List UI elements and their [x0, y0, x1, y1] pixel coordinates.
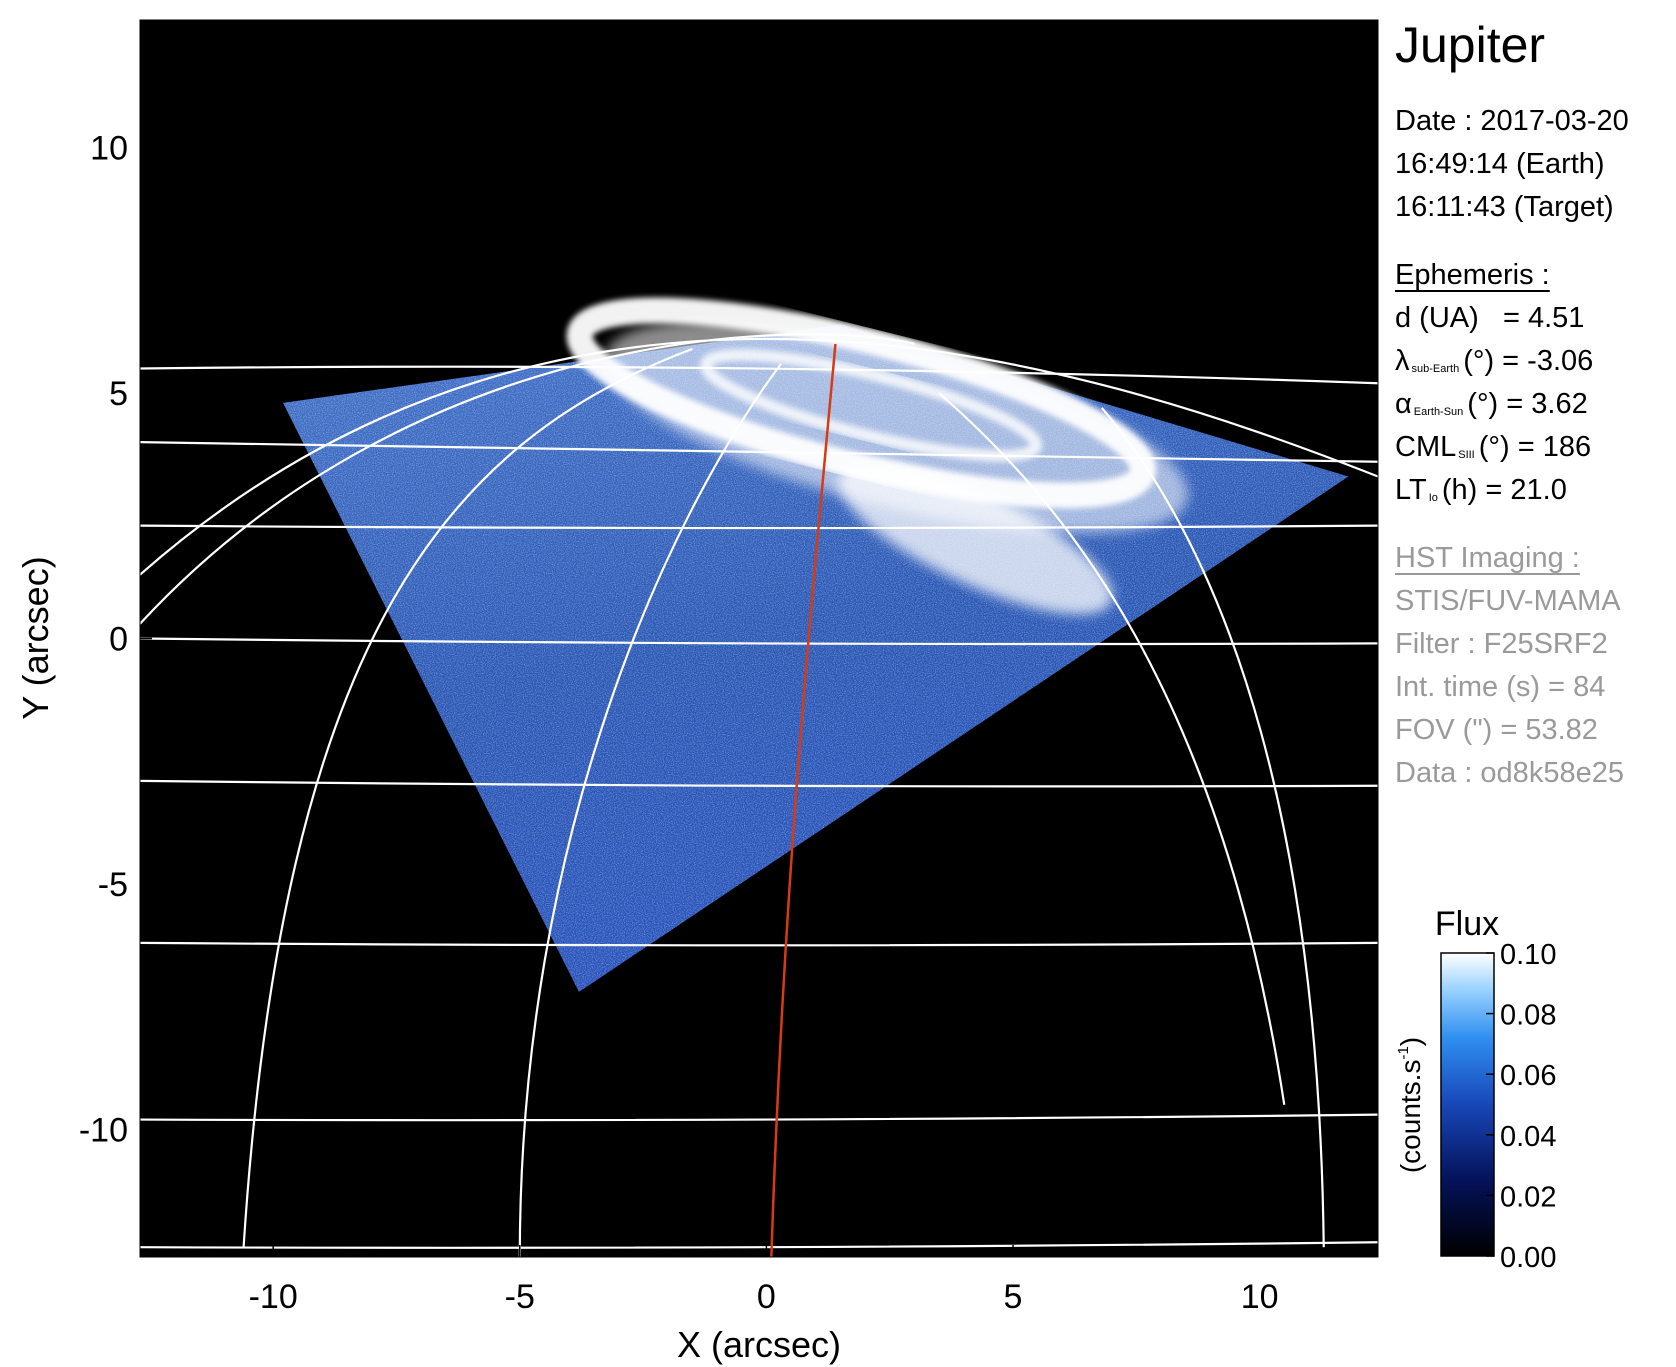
x-tick-label: -10: [249, 1278, 298, 1316]
y-tick-label: 5: [109, 375, 128, 413]
colorbar-tick-label: 0.06: [1500, 1060, 1556, 1092]
colorbar-title: Flux: [1435, 905, 1499, 943]
colorbar: Flux 0.10 0.08 0.06 0.04 0.02 0.00 (counts.s-…: [1395, 905, 1556, 1274]
meridian-line: [938, 392, 1286, 1105]
lat-lon-grid: [140, 333, 1378, 1257]
target-title: Jupiter: [1395, 17, 1546, 73]
x-tick-label: 10: [1241, 1278, 1279, 1316]
colorbar-tick-label: 0.02: [1500, 1181, 1556, 1213]
ephemeris-sub-earth-lat: λ sub-Earth (°) = -3.06: [1395, 345, 1594, 377]
y-tick-label: -10: [79, 1111, 128, 1149]
y-tick-label: 0: [109, 621, 128, 659]
meridian-line: [518, 362, 783, 1257]
ephemeris-heading: Ephemeris :: [1395, 259, 1550, 291]
x-tick-label: 5: [1004, 1278, 1023, 1316]
time-target: 16:11:43 (Target): [1395, 191, 1614, 223]
latitude-line: [140, 1241, 1378, 1249]
latitude-line: [140, 1113, 1378, 1122]
y-axis: 10 5 0 -5 -10: [79, 130, 152, 1149]
y-axis-label: Y (arcsec): [15, 556, 56, 719]
latitude-line: [140, 779, 1378, 788]
latitude-line: [140, 441, 1378, 463]
ephemeris-cml: CML SIII (°) = 186: [1395, 431, 1592, 463]
latitude-line: [140, 941, 1378, 947]
meridian-line: [242, 347, 693, 1248]
main-oval: [566, 297, 1157, 509]
inner-oval: [699, 348, 1043, 462]
date-line: Date : 2017-03-20: [1395, 105, 1629, 137]
colorbar-tick-label: 0.00: [1500, 1242, 1556, 1274]
ephemeris-io-local-time: LT Io (h) = 21.0: [1395, 474, 1567, 506]
colorbar-tick-label: 0.08: [1500, 1000, 1556, 1032]
x-tick-label: -5: [505, 1278, 535, 1316]
y-tick-label: 10: [90, 130, 128, 168]
meridian-line: [140, 333, 915, 625]
hst-filter: Filter : F25SRF2: [1395, 628, 1608, 660]
ephemeris-distance: d (UA) = 4.51: [1395, 302, 1585, 334]
colorbar-tick-label: 0.04: [1500, 1121, 1556, 1153]
cml-meridian-line: [770, 343, 837, 1257]
colorbar-tick-label: 0.10: [1500, 939, 1556, 971]
colorbar-ticks: 0.10 0.08 0.06 0.04 0.02 0.00: [1486, 939, 1556, 1274]
colorbar-gradient: [1440, 952, 1495, 1257]
hst-instrument: STIS/FUV-MAMA: [1395, 585, 1621, 617]
meridian-line: [140, 337, 1378, 576]
x-axis: -10 -5 0 5 10: [249, 1245, 1279, 1316]
auroral-oval: [566, 297, 1189, 615]
x-axis-label: X (arcsec): [677, 1324, 841, 1365]
hst-fov: FOV (") = 53.82: [1395, 714, 1598, 746]
latitude-line: [140, 524, 1378, 530]
hst-dataset: Data : od8k58e25: [1395, 757, 1624, 789]
latitude-line: [140, 365, 1378, 385]
dawn-arc: [838, 463, 1113, 615]
oval-glow: [604, 320, 1189, 534]
colorbar-label: (counts.s-1): [1395, 1037, 1426, 1173]
hst-heading: HST Imaging :: [1395, 542, 1580, 574]
ephemeris-phase-angle: α Earth-Sun (°) = 3.62: [1395, 388, 1588, 420]
y-tick-label: -5: [98, 866, 128, 904]
x-tick-label: 0: [757, 1278, 776, 1316]
hst-int-time: Int. time (s) = 84: [1395, 671, 1606, 703]
time-earth: 16:49:14 (Earth): [1395, 148, 1605, 180]
latitude-line: [140, 637, 1378, 646]
meridian-line: [1100, 407, 1325, 1248]
